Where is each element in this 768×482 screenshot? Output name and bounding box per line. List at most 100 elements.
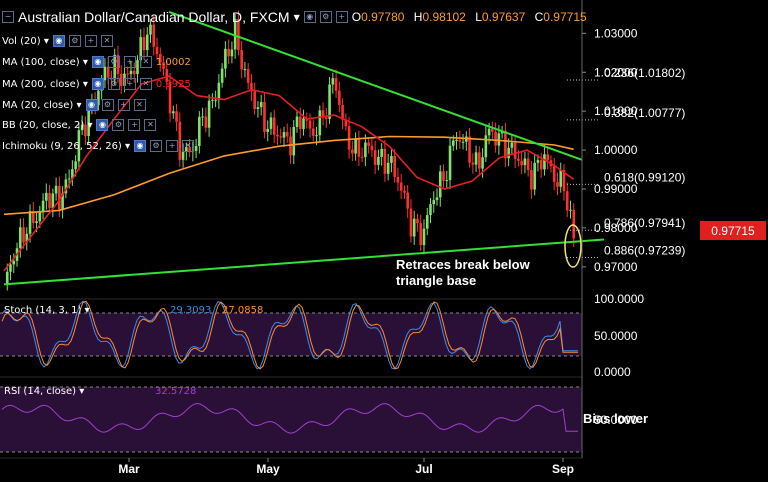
settings-icon[interactable]: ⚙ — [107, 56, 120, 68]
candle-body — [347, 126, 351, 150]
eye-icon[interactable]: ◉ — [91, 78, 104, 90]
candle-body — [539, 160, 543, 170]
candle-body — [292, 126, 296, 156]
candle-body — [429, 204, 432, 216]
candle-body — [178, 121, 182, 160]
candle-body — [461, 141, 465, 143]
indicator-row[interactable]: MA (200, close) ▾ ◉ ⚙ + ✕ 0.9925 — [2, 78, 191, 90]
candle-body — [181, 151, 185, 160]
candle-body — [224, 48, 227, 69]
close-icon[interactable]: ✕ — [100, 35, 113, 47]
candle-body — [455, 139, 458, 141]
candle-body — [513, 142, 517, 159]
candle-body — [546, 154, 549, 161]
indicator-label[interactable]: MA (100, close) ▾ — [2, 56, 88, 68]
fib-level-label: 0.886(0.97239) — [604, 244, 685, 258]
eye-icon[interactable]: ◉ — [52, 35, 65, 47]
eye-icon[interactable]: ◉ — [96, 119, 109, 131]
candle-body — [334, 78, 338, 91]
candle-body — [194, 146, 198, 151]
candle-body — [412, 218, 416, 237]
candle-body — [145, 34, 149, 51]
candle-body — [552, 166, 556, 182]
chevron-down-icon[interactable]: ▼ — [293, 12, 300, 22]
chart-header: − Australian Dollar/Canadian Dollar, D, … — [2, 9, 587, 25]
add-icon[interactable]: + — [123, 78, 136, 90]
candle-body — [344, 119, 348, 127]
close-icon[interactable]: ✕ — [182, 140, 195, 152]
eye-icon[interactable]: ◉ — [303, 11, 316, 23]
candle-body — [367, 142, 370, 146]
candle-body — [237, 18, 240, 51]
candle-body — [325, 117, 328, 119]
eye-icon[interactable]: ◉ — [134, 140, 147, 152]
ma-100-line — [3, 135, 574, 216]
candle-body — [18, 227, 22, 249]
candle-body — [536, 160, 540, 163]
settings-icon[interactable]: ⚙ — [319, 11, 332, 23]
candle-body — [451, 140, 455, 146]
candle-body — [308, 120, 312, 129]
eye-icon[interactable]: ◉ — [85, 99, 98, 111]
y-tick-label: 0.99000 — [594, 182, 638, 196]
close-icon[interactable]: ✕ — [133, 99, 146, 111]
eye-icon[interactable]: ◉ — [91, 56, 104, 68]
candle-body — [28, 211, 32, 234]
candle-body — [243, 69, 247, 71]
candle-body — [497, 133, 501, 146]
stoch-band — [0, 313, 582, 356]
candle-body — [259, 102, 263, 108]
settings-icon[interactable]: ⚙ — [112, 119, 125, 131]
candle-body — [354, 138, 357, 154]
collapse-icon[interactable]: − — [2, 11, 14, 23]
candle-body — [298, 116, 302, 129]
x-tick-label: Sep — [552, 462, 574, 476]
indicator-row[interactable]: MA (20, close) ▾ ◉ ⚙ + ✕ — [2, 99, 146, 111]
candle-body — [266, 128, 270, 132]
candle-body — [331, 78, 335, 85]
add-icon[interactable]: + — [84, 35, 97, 47]
indicator-label[interactable]: BB (20, close, 2) ▾ — [2, 119, 93, 131]
settings-icon[interactable]: ⚙ — [101, 99, 114, 111]
settings-icon[interactable]: ⚙ — [150, 140, 163, 152]
rsi-line — [1, 402, 578, 434]
indicator-label[interactable]: Ichimoku (9, 26, 52, 26) ▾ — [2, 140, 131, 152]
candle-body — [276, 134, 279, 137]
indicator-label[interactable]: MA (200, close) ▾ — [2, 78, 88, 90]
candle-body — [220, 68, 224, 83]
add-icon[interactable]: + — [117, 99, 130, 111]
add-icon[interactable]: + — [166, 140, 179, 152]
stoch-d-value: 27.0858 — [222, 305, 263, 316]
add-icon[interactable]: + — [123, 56, 136, 68]
settings-icon[interactable]: ⚙ — [107, 78, 120, 90]
candle-body — [282, 132, 286, 138]
candle-body — [129, 70, 133, 75]
indicator-label[interactable]: Vol (20) ▾ — [2, 35, 49, 47]
y-tick-label: 0.97000 — [594, 260, 638, 274]
indicator-row[interactable]: BB (20, close, 2) ▾ ◉ ⚙ + ✕ — [2, 119, 157, 131]
settings-icon[interactable]: ⚙ — [68, 35, 81, 47]
y-tick-label: 1.00000 — [594, 143, 638, 157]
candle-body — [565, 191, 569, 211]
candle-body — [263, 102, 266, 132]
add-icon[interactable]: + — [335, 11, 348, 23]
indicator-row[interactable]: MA (100, close) ▾ ◉ ⚙ + ✕ 1.0002 — [2, 56, 191, 68]
fib-level-label: 0.786(0.97941) — [604, 216, 685, 230]
indicator-label[interactable]: MA (20, close) ▾ — [2, 99, 82, 111]
close-icon[interactable]: ✕ — [139, 78, 152, 90]
close-icon[interactable]: ✕ — [144, 119, 157, 131]
candle-body — [393, 155, 396, 177]
candle-body — [253, 91, 256, 110]
candle-body — [32, 211, 35, 223]
close-icon[interactable]: ✕ — [139, 56, 152, 68]
candle-body — [569, 209, 572, 211]
candle-body — [103, 66, 107, 81]
symbol-title[interactable]: Australian Dollar/Canadian Dollar, D, FX… — [18, 9, 290, 25]
add-icon[interactable]: + — [128, 119, 141, 131]
candle-body — [481, 157, 484, 169]
candle-body — [295, 116, 299, 127]
candle-body — [80, 124, 84, 131]
indicator-row[interactable]: Ichimoku (9, 26, 52, 26) ▾ ◉ ⚙ + ✕ — [2, 140, 195, 152]
indicator-row[interactable]: Vol (20) ▾ ◉ ⚙ + ✕ — [2, 35, 113, 47]
